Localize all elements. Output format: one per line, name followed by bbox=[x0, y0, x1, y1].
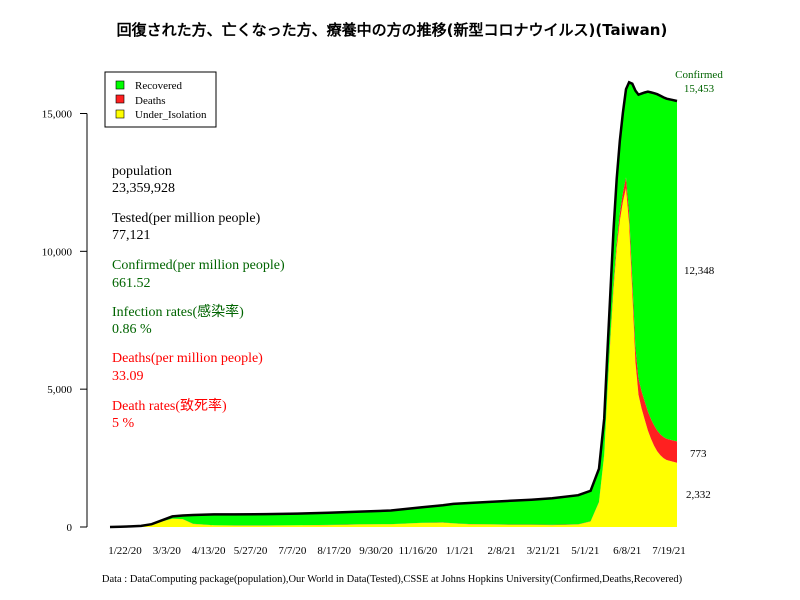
confirmed-title-label: Confirmed bbox=[675, 69, 723, 81]
x-tick-label: 1/1/21 bbox=[446, 545, 474, 557]
x-tick-label: 5/27/20 bbox=[234, 545, 268, 557]
area-under-isolation bbox=[110, 187, 677, 527]
x-tick-label: 3/21/21 bbox=[527, 545, 561, 557]
x-axis: 1/22/20 3/3/20 4/13/20 5/27/20 7/7/20 8/17/20… bbox=[108, 545, 686, 557]
stat-confirmed-value: 661.52 bbox=[112, 276, 151, 291]
y-tick-label: 10,000 bbox=[42, 246, 73, 258]
legend-swatch-deaths bbox=[115, 94, 125, 104]
x-tick-label: 7/7/20 bbox=[278, 545, 307, 557]
stat-tested-value: 77,121 bbox=[112, 228, 151, 243]
x-tick-label: 4/13/20 bbox=[192, 545, 226, 557]
x-tick-label: 11/16/20 bbox=[399, 545, 438, 557]
y-axis: 0 5,000 10,000 15,000 bbox=[42, 108, 88, 534]
x-tick-label: 8/17/20 bbox=[317, 545, 351, 557]
chart-title: 回復された方、亡くなった方、療養中の方の推移(新型コロナウイルス)(Taiwan… bbox=[117, 21, 668, 39]
stats-block: population 23,359,928 Tested(per million… bbox=[112, 164, 285, 431]
stat-confirmed-label: Confirmed(per million people) bbox=[112, 258, 285, 273]
stat-deathrate-value: 5 % bbox=[112, 416, 135, 431]
x-tick-label: 5/1/21 bbox=[571, 545, 599, 557]
legend-label-isolation: Under_Isolation bbox=[135, 109, 207, 121]
legend: Recovered Deaths Under_Isolation bbox=[104, 71, 217, 128]
stat-deathrate-label: Death rates(致死率) bbox=[112, 397, 227, 414]
x-tick-label: 9/30/20 bbox=[359, 545, 393, 557]
stat-deaths-value: 33.09 bbox=[112, 369, 144, 384]
legend-swatch-isolation bbox=[115, 109, 125, 119]
stat-infection-value: 0.86 % bbox=[112, 322, 152, 337]
stat-tested-label: Tested(per million people) bbox=[112, 211, 261, 226]
x-tick-label: 2/8/21 bbox=[488, 545, 516, 557]
data-source-note: Data : DataComputing package(population)… bbox=[102, 574, 683, 585]
x-tick-label: 7/19/21 bbox=[652, 545, 686, 557]
legend-swatch-recovered bbox=[115, 80, 125, 90]
stat-population-value: 23,359,928 bbox=[112, 181, 175, 196]
y-tick-label: 5,000 bbox=[47, 384, 72, 396]
area-deaths bbox=[110, 177, 677, 527]
y-tick-label: 15,000 bbox=[42, 108, 73, 120]
confirmed-value-label: 15,453 bbox=[684, 83, 715, 95]
stat-population-label: population bbox=[112, 164, 172, 179]
isolation-end-label: 2,332 bbox=[686, 489, 711, 501]
x-tick-label: 6/8/21 bbox=[613, 545, 641, 557]
stat-infection-label: Infection rates(感染率) bbox=[112, 303, 244, 320]
area-layers bbox=[110, 82, 677, 528]
stat-deaths-label: Deaths(per million people) bbox=[112, 351, 263, 366]
legend-label-deaths: Deaths bbox=[135, 95, 166, 107]
x-tick-label: 1/22/20 bbox=[108, 545, 142, 557]
legend-label-recovered: Recovered bbox=[135, 80, 183, 92]
confirmed-line bbox=[109, 80, 678, 529]
y-tick-label: 0 bbox=[67, 522, 73, 534]
x-tick-label: 3/3/20 bbox=[153, 545, 182, 557]
recovered-end-label: 12,348 bbox=[684, 265, 715, 277]
deaths-end-label: 773 bbox=[690, 448, 707, 460]
